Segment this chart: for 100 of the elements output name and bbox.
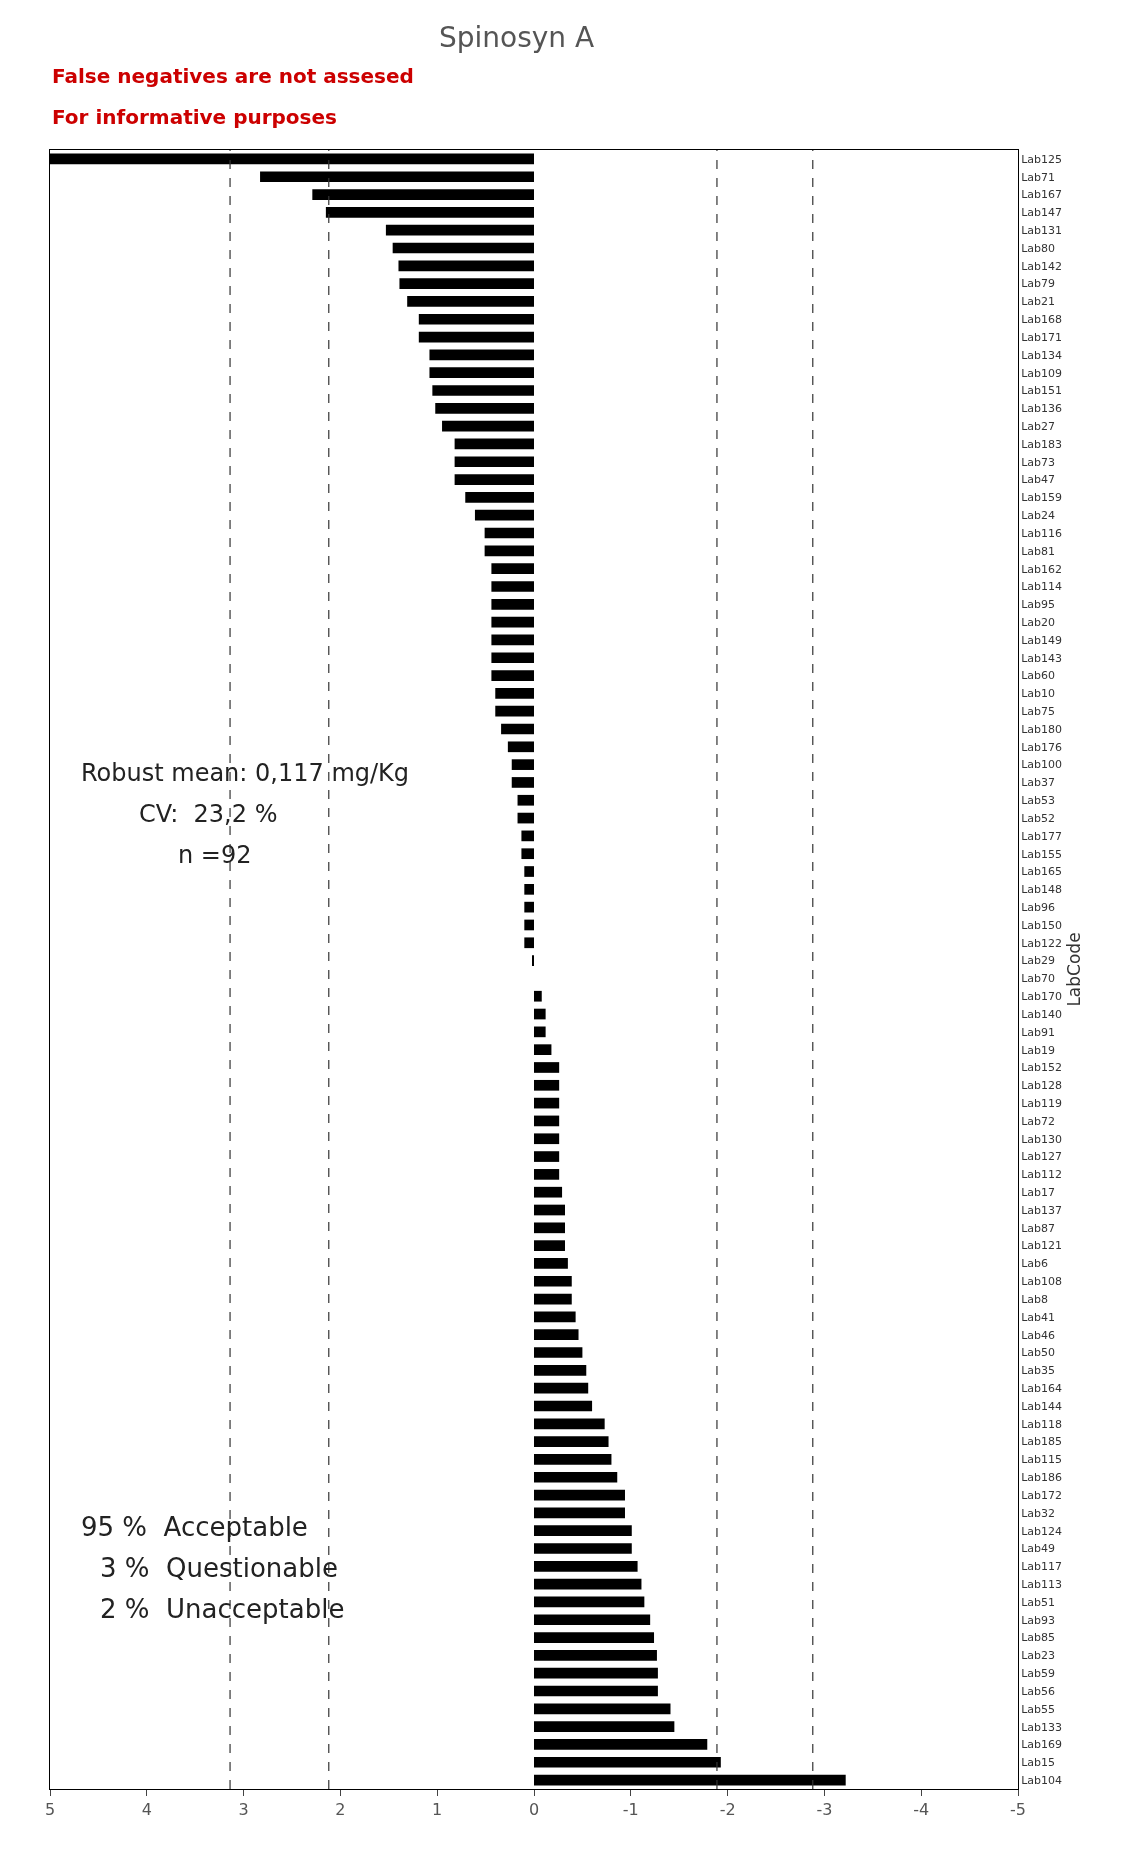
bar xyxy=(534,1347,583,1358)
y-tick-label: Lab80 xyxy=(1021,241,1056,255)
bar xyxy=(521,848,534,860)
bar xyxy=(534,1026,546,1038)
y-tick-label: Lab79 xyxy=(1021,277,1056,291)
bar xyxy=(325,207,534,218)
x-tick-label: -4 xyxy=(913,1800,930,1820)
y-tick-label: Lab75 xyxy=(1021,705,1056,719)
y-tick-label: Lab93 xyxy=(1021,1613,1056,1627)
y-tick-label: Lab52 xyxy=(1021,811,1056,825)
bar xyxy=(465,492,534,503)
bar xyxy=(534,1560,638,1572)
y-tick-label: Lab49 xyxy=(1021,1542,1056,1556)
bar xyxy=(534,1436,609,1447)
bar xyxy=(534,1632,655,1643)
y-tick-label: Lab8 xyxy=(1021,1292,1049,1306)
bar xyxy=(491,670,534,681)
y-tick-label: Lab19 xyxy=(1021,1043,1056,1057)
bar xyxy=(474,509,534,521)
y-tick-label: Lab59 xyxy=(1021,1667,1056,1681)
y-tick-label: Lab46 xyxy=(1021,1328,1056,1342)
y-tick-label: Lab128 xyxy=(1021,1079,1063,1093)
x-tick-label: -1 xyxy=(622,1800,639,1820)
bar xyxy=(534,1044,552,1056)
y-tick-label: Lab152 xyxy=(1021,1061,1063,1075)
y-tick-label: Lab35 xyxy=(1021,1364,1056,1378)
bar xyxy=(507,741,534,753)
y-tick-label: Lab32 xyxy=(1021,1506,1056,1520)
y-tick-label: Lab185 xyxy=(1021,1435,1063,1449)
bar xyxy=(534,1756,721,1768)
y-tick-label: Lab155 xyxy=(1021,847,1063,861)
y-tick-label: Lab148 xyxy=(1021,883,1063,897)
x-tick-label: -3 xyxy=(816,1800,833,1820)
x-tick-label: 0 xyxy=(528,1800,540,1820)
y-tick-label: Lab29 xyxy=(1021,954,1056,968)
y-tick-label: Lab96 xyxy=(1021,901,1056,914)
text: False negatives are not assesed xyxy=(52,64,414,88)
x-tick-label: 1 xyxy=(432,1800,443,1820)
bar xyxy=(491,563,534,574)
y-tick-label: Lab164 xyxy=(1021,1382,1063,1396)
y-tick-label: Lab180 xyxy=(1021,722,1063,736)
y-tick-label: Lab27 xyxy=(1021,419,1056,433)
bar xyxy=(534,1097,560,1109)
y-tick-label: Lab169 xyxy=(1021,1738,1063,1752)
bar xyxy=(524,919,534,931)
bar xyxy=(534,1685,658,1697)
bar xyxy=(398,260,534,272)
bar xyxy=(491,598,534,610)
bar xyxy=(442,420,534,432)
bar xyxy=(534,1667,658,1679)
bar xyxy=(407,296,534,307)
y-tick-label: Lab131 xyxy=(1021,224,1063,238)
y-tick-label: Lab170 xyxy=(1021,990,1063,1004)
y-tick-label: Lab56 xyxy=(1021,1684,1056,1698)
bar xyxy=(312,189,534,200)
bar xyxy=(501,723,534,735)
bar xyxy=(534,1240,565,1251)
y-tick-label: Lab171 xyxy=(1021,330,1063,344)
bar xyxy=(534,1774,846,1786)
bar xyxy=(418,313,534,325)
bar xyxy=(534,1275,572,1287)
y-tick-label: Lab136 xyxy=(1021,402,1063,416)
y-tick-label: Lab23 xyxy=(1021,1649,1056,1663)
bar xyxy=(534,1169,560,1180)
bar xyxy=(534,1008,546,1020)
x-tick-label: 3 xyxy=(238,1800,249,1820)
bar xyxy=(524,866,534,877)
y-tick-label: Lab137 xyxy=(1021,1203,1063,1217)
bar xyxy=(435,402,534,414)
y-tick-label: Lab20 xyxy=(1021,615,1056,629)
y-tick-label: Lab186 xyxy=(1021,1471,1063,1485)
bar xyxy=(534,1329,579,1341)
bar xyxy=(534,1596,645,1608)
y-tick-label: Lab113 xyxy=(1021,1577,1063,1591)
bar xyxy=(511,777,534,788)
y-axis-title: LabCode xyxy=(1064,932,1085,1007)
bar xyxy=(454,474,534,485)
y-tick-label: Lab168 xyxy=(1021,313,1063,327)
y-tick-label: Lab37 xyxy=(1021,776,1056,790)
annotation: CV: 23,2 % xyxy=(139,800,278,828)
bar xyxy=(534,1471,618,1483)
y-tick-label: Lab100 xyxy=(1021,758,1063,772)
bar xyxy=(521,830,534,842)
bar xyxy=(534,1543,632,1554)
bar xyxy=(534,1186,563,1198)
bar xyxy=(534,1222,565,1234)
y-tick-label: Lab109 xyxy=(1021,366,1063,380)
y-tick-label: Lab176 xyxy=(1021,740,1063,754)
y-tick-label: Lab41 xyxy=(1021,1310,1056,1324)
bar xyxy=(454,438,534,450)
y-tick-label: Lab133 xyxy=(1021,1720,1063,1734)
bar xyxy=(429,367,534,379)
y-tick-label: Lab167 xyxy=(1021,188,1063,202)
y-tick-label: Lab116 xyxy=(1021,526,1063,540)
bar xyxy=(484,545,534,557)
y-tick-label: Lab149 xyxy=(1021,633,1063,647)
x-tick-label: 4 xyxy=(141,1800,152,1820)
y-tick-label: Lab147 xyxy=(1021,206,1063,220)
y-tick-label: Lab17 xyxy=(1021,1186,1056,1200)
bar xyxy=(524,901,534,913)
